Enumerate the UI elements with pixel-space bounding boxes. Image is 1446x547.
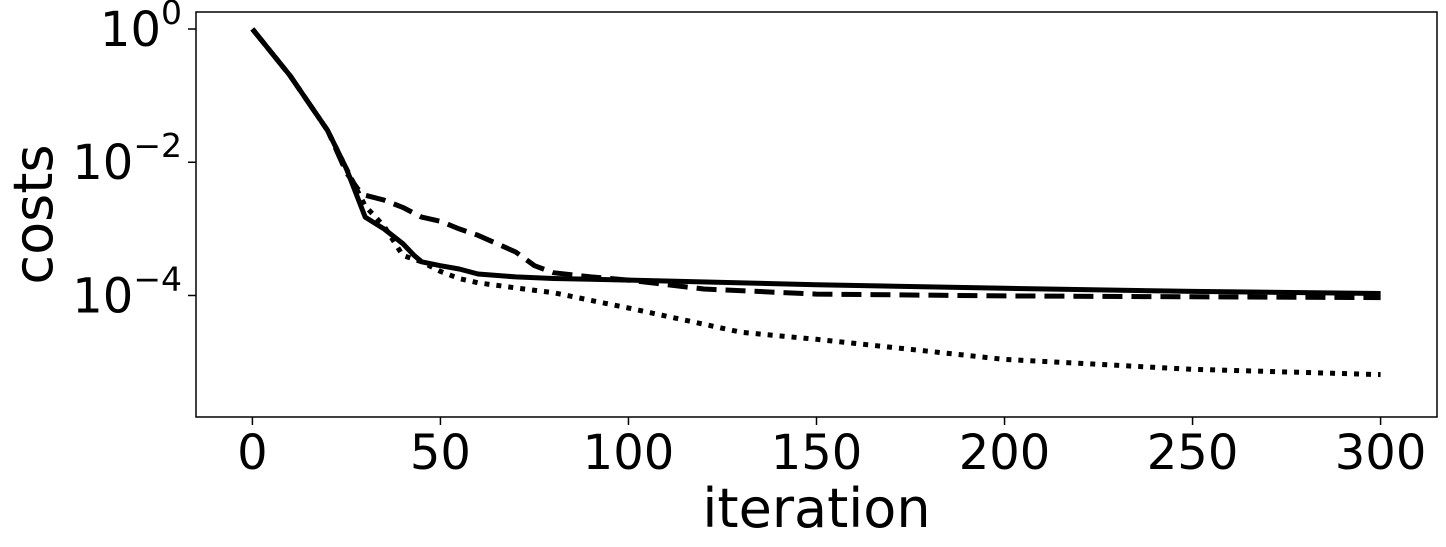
- y-tick-label: 100: [100, 0, 182, 58]
- x-tick-label: 200: [959, 425, 1051, 481]
- y-tick-label: 10−4: [72, 259, 182, 324]
- y-tick-base: 10: [72, 135, 133, 191]
- plot-frame: [195, 11, 1438, 418]
- y-tick-exponent: −4: [133, 259, 182, 298]
- x-tick-label: 150: [771, 425, 863, 481]
- y-tick-base: 10: [72, 268, 133, 324]
- x-tick-label: 50: [410, 425, 471, 481]
- series-layer: [250, 27, 1381, 378]
- series-line-dashed: [250, 27, 1381, 301]
- y-tick-exponent: 0: [161, 0, 182, 32]
- x-axis-label: iteration: [702, 477, 930, 540]
- x-tick-label: 250: [1147, 425, 1239, 481]
- series-line-solid: [250, 27, 1381, 296]
- y-tick-base: 10: [100, 2, 161, 58]
- y-tick-label: 10−2: [72, 126, 182, 191]
- x-tick-label: 300: [1335, 425, 1427, 481]
- series-line-dotted: [250, 27, 1381, 378]
- y-axis-label: costs: [2, 144, 65, 284]
- x-axis: 0 50 100 150 200 250 300: [237, 417, 1426, 481]
- y-tick-exponent: −2: [133, 126, 182, 165]
- x-tick-label: 0: [237, 425, 268, 481]
- x-tick-label: 100: [583, 425, 675, 481]
